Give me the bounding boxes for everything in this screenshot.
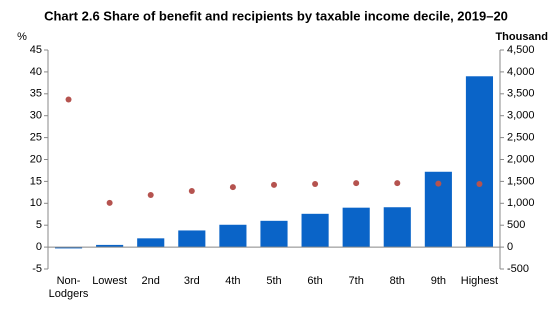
y-axis-label: % [17, 31, 27, 43]
chart-title: Chart 2.6 Share of benefit and recipient… [44, 8, 508, 23]
bar [342, 207, 370, 248]
x-tick-label: 6th [307, 275, 323, 287]
x-tick-label: 8th [389, 275, 405, 287]
y2-tick-label: 500 [507, 219, 525, 231]
dot [229, 184, 236, 191]
bar [178, 230, 206, 248]
dot [106, 199, 113, 206]
bar [260, 220, 288, 248]
y2-axis-label: Thousand [495, 31, 548, 43]
y-tick-label: -5 [32, 263, 42, 275]
y-tick-label: 15 [30, 175, 42, 187]
dot [188, 188, 195, 195]
y2-tick-label: 3,000 [507, 110, 535, 122]
x-tick-label: 7th [348, 275, 364, 287]
bar [465, 76, 494, 248]
dot [435, 180, 442, 187]
y2-tick-label: -500 [507, 263, 529, 275]
dot [271, 181, 277, 188]
y2-tick-label: 4,000 [507, 66, 535, 78]
dot [394, 180, 401, 187]
bar [137, 238, 165, 248]
x-tick-label: 4th [225, 275, 241, 287]
dot [476, 181, 483, 188]
x-tick-label: Highest [460, 275, 499, 287]
dot [353, 180, 360, 187]
y-tick-label: 0 [36, 241, 42, 253]
y2-tick-label: 1,500 [507, 175, 535, 187]
y-tick-label: 20 [30, 153, 42, 165]
y-tick-label: 40 [30, 66, 42, 78]
dot [312, 181, 319, 188]
x-tick-label: Non-Lodgers [48, 275, 89, 300]
bar [301, 213, 329, 248]
bar [383, 207, 411, 248]
y-tick-label: 5 [36, 219, 42, 231]
dot [147, 191, 154, 198]
y-tick-label: 30 [30, 110, 42, 122]
bar [96, 244, 124, 248]
y2-tick-label: 4,500 [507, 44, 535, 56]
bar [54, 247, 83, 249]
y2-tick-label: 2,000 [507, 153, 535, 165]
y-tick-label: 10 [30, 197, 42, 209]
y-tick-label: 25 [30, 132, 42, 144]
x-tick-label: 5th [266, 275, 282, 287]
x-tick-label: 3rd [183, 275, 200, 287]
x-tick-label: 2nd [141, 275, 160, 287]
bar [219, 224, 247, 248]
y2-tick-label: 3,500 [507, 88, 535, 100]
dot [65, 96, 72, 103]
x-tick-label: Lowest [92, 275, 128, 287]
y2-tick-label: 1,000 [507, 197, 535, 209]
x-tick-label: 9th [430, 275, 446, 287]
y-tick-label: 45 [30, 44, 42, 56]
y-tick-label: 35 [30, 88, 42, 100]
y2-tick-label: 2,500 [507, 132, 535, 144]
y2-tick-label: 0 [507, 241, 513, 253]
